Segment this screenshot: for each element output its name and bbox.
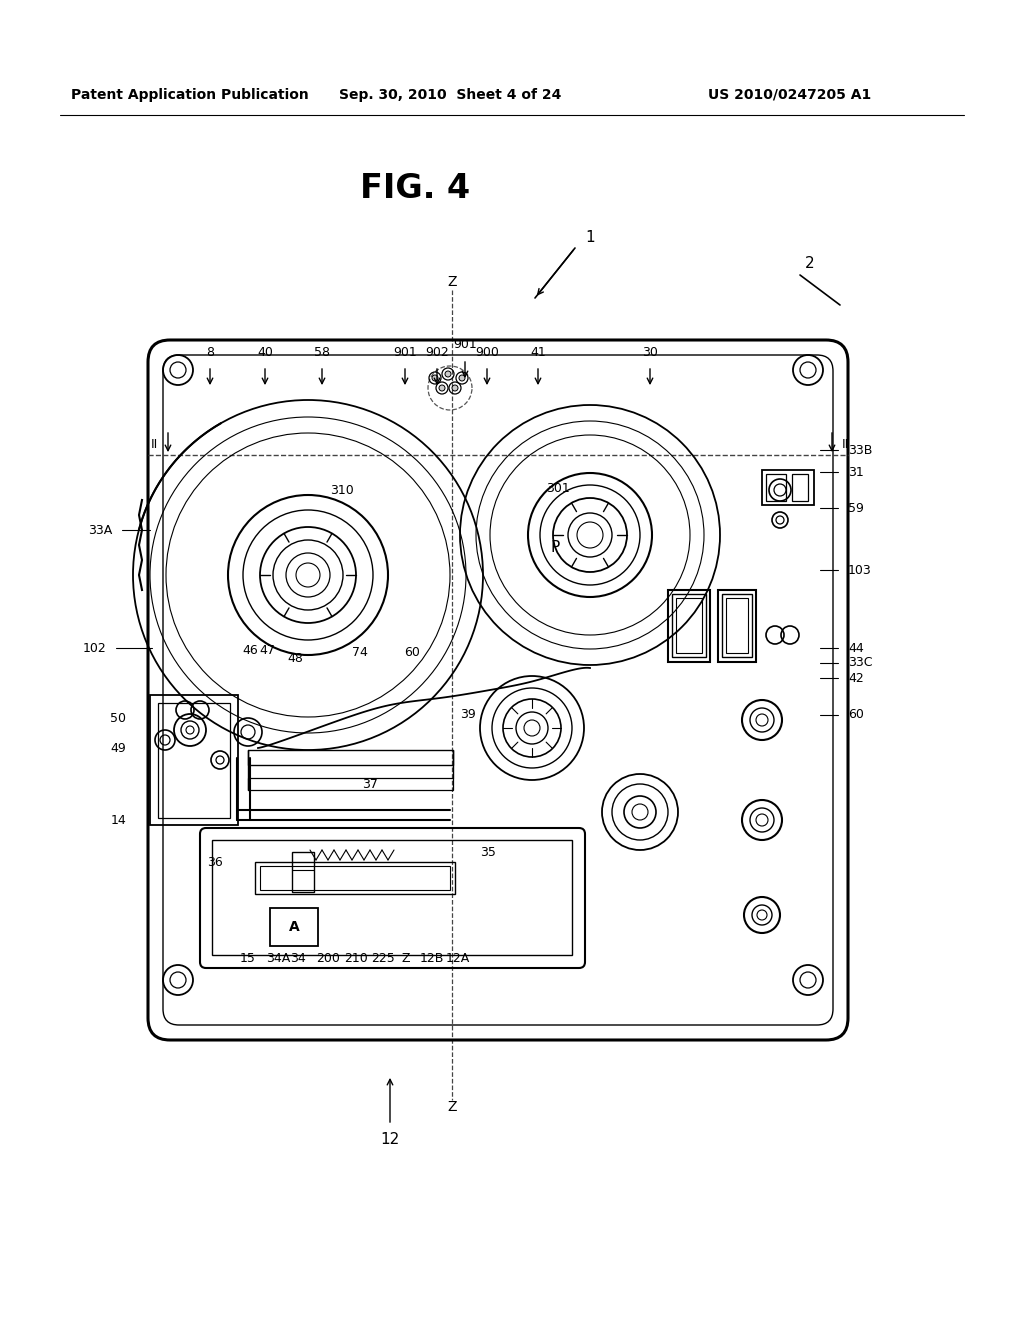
Text: 103: 103 xyxy=(848,564,871,577)
Text: 35: 35 xyxy=(480,846,496,858)
Text: 36: 36 xyxy=(207,855,223,869)
Text: 1: 1 xyxy=(585,231,595,246)
Text: 46: 46 xyxy=(242,644,258,656)
Bar xyxy=(722,594,752,657)
Text: 210: 210 xyxy=(344,952,368,965)
Bar xyxy=(158,704,230,818)
Bar xyxy=(248,750,453,766)
Text: II: II xyxy=(151,438,158,451)
Bar xyxy=(292,851,314,892)
Text: 33B: 33B xyxy=(848,444,872,457)
Text: 12B: 12B xyxy=(420,952,444,965)
Text: 12: 12 xyxy=(380,1133,399,1147)
Text: 41: 41 xyxy=(530,346,546,359)
Circle shape xyxy=(432,375,438,381)
Text: FIG. 4: FIG. 4 xyxy=(360,172,470,205)
Text: Patent Application Publication: Patent Application Publication xyxy=(71,88,309,102)
Text: 60: 60 xyxy=(848,709,864,722)
Circle shape xyxy=(459,375,465,381)
Text: 900: 900 xyxy=(475,346,499,359)
Text: Z: Z xyxy=(447,1100,457,1114)
Text: 37: 37 xyxy=(362,777,378,791)
Text: 901: 901 xyxy=(454,338,477,351)
Text: 8: 8 xyxy=(206,346,214,359)
Text: 59: 59 xyxy=(848,502,864,515)
Bar xyxy=(212,840,572,954)
Bar xyxy=(726,598,748,653)
Text: 74: 74 xyxy=(352,645,368,659)
Bar xyxy=(668,590,710,663)
Text: 47: 47 xyxy=(259,644,274,656)
Text: 49: 49 xyxy=(111,742,126,755)
Text: A: A xyxy=(289,920,299,935)
Circle shape xyxy=(439,385,445,391)
Text: 60: 60 xyxy=(404,645,420,659)
Bar xyxy=(270,908,318,946)
Text: 301: 301 xyxy=(546,482,570,495)
Text: 310: 310 xyxy=(330,483,354,496)
Text: 44: 44 xyxy=(848,642,864,655)
Text: 33A: 33A xyxy=(88,524,112,536)
Text: 200: 200 xyxy=(316,952,340,965)
Text: 901: 901 xyxy=(393,346,417,359)
Text: 58: 58 xyxy=(314,346,330,359)
Bar xyxy=(672,594,706,657)
Text: 40: 40 xyxy=(257,346,273,359)
Bar xyxy=(792,474,808,502)
Text: 42: 42 xyxy=(848,672,864,685)
Bar xyxy=(676,598,702,653)
Text: 30: 30 xyxy=(642,346,658,359)
Text: Z: Z xyxy=(447,275,457,289)
Text: 12A: 12A xyxy=(445,952,470,965)
Bar xyxy=(766,474,786,502)
Bar xyxy=(762,470,814,506)
Text: 102: 102 xyxy=(82,642,106,655)
Text: P: P xyxy=(550,540,560,556)
Text: 34A: 34A xyxy=(266,952,290,965)
Circle shape xyxy=(452,385,458,391)
Text: 50: 50 xyxy=(110,711,126,725)
Text: 33C: 33C xyxy=(848,656,872,669)
Text: Z: Z xyxy=(401,952,411,965)
Text: 225: 225 xyxy=(371,952,395,965)
Circle shape xyxy=(445,371,451,378)
Text: 48: 48 xyxy=(287,652,303,664)
Text: Sep. 30, 2010  Sheet 4 of 24: Sep. 30, 2010 Sheet 4 of 24 xyxy=(339,88,561,102)
Bar xyxy=(255,862,455,894)
Text: 34: 34 xyxy=(290,952,306,965)
Text: 39: 39 xyxy=(460,708,476,721)
Text: 15: 15 xyxy=(240,952,256,965)
Text: 902: 902 xyxy=(425,346,449,359)
Bar xyxy=(248,777,453,789)
Bar xyxy=(718,590,756,663)
Text: II: II xyxy=(842,438,849,451)
Text: US 2010/0247205 A1: US 2010/0247205 A1 xyxy=(709,88,871,102)
Text: 14: 14 xyxy=(111,813,126,826)
Text: 31: 31 xyxy=(848,466,864,479)
Text: 2: 2 xyxy=(805,256,815,271)
Bar xyxy=(260,866,450,890)
Bar xyxy=(150,696,238,825)
